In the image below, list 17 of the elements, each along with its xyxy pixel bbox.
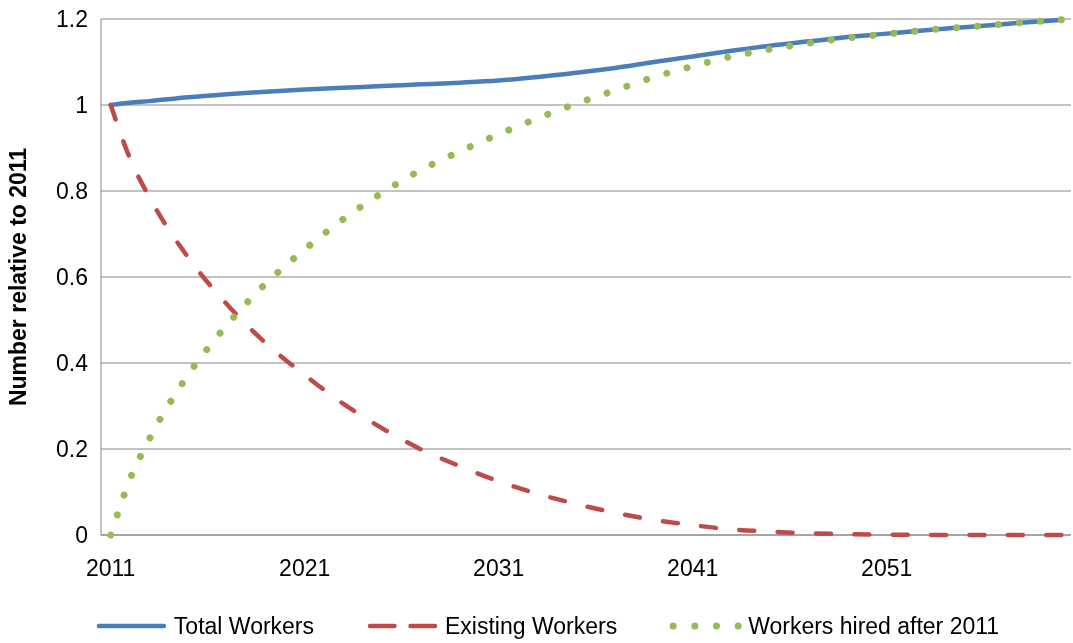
y-tick-label: 0.6 bbox=[56, 264, 88, 291]
y-tick-label: 0.8 bbox=[56, 178, 88, 205]
x-tick-label: 2051 bbox=[861, 555, 913, 582]
y-tick-label: 1.2 bbox=[56, 6, 88, 33]
x-tick-label: 2031 bbox=[473, 555, 525, 582]
y-tick-label: 1 bbox=[75, 92, 88, 119]
y-tick-label: 0.2 bbox=[56, 436, 88, 463]
y-tick-label: 0.4 bbox=[56, 350, 89, 377]
y-axis-title: Number relative to 2011 bbox=[5, 147, 32, 407]
legend-label: Existing Workers bbox=[445, 613, 618, 640]
x-tick-label: 2041 bbox=[667, 555, 719, 582]
y-tick-label: 0 bbox=[75, 522, 88, 549]
legend-label: Workers hired after 2011 bbox=[748, 613, 1000, 640]
x-tick-label: 2011 bbox=[85, 555, 136, 582]
line-series bbox=[108, 102, 1064, 538]
x-tick-label: 2021 bbox=[279, 555, 331, 582]
legend-label: Total Workers bbox=[173, 613, 315, 640]
